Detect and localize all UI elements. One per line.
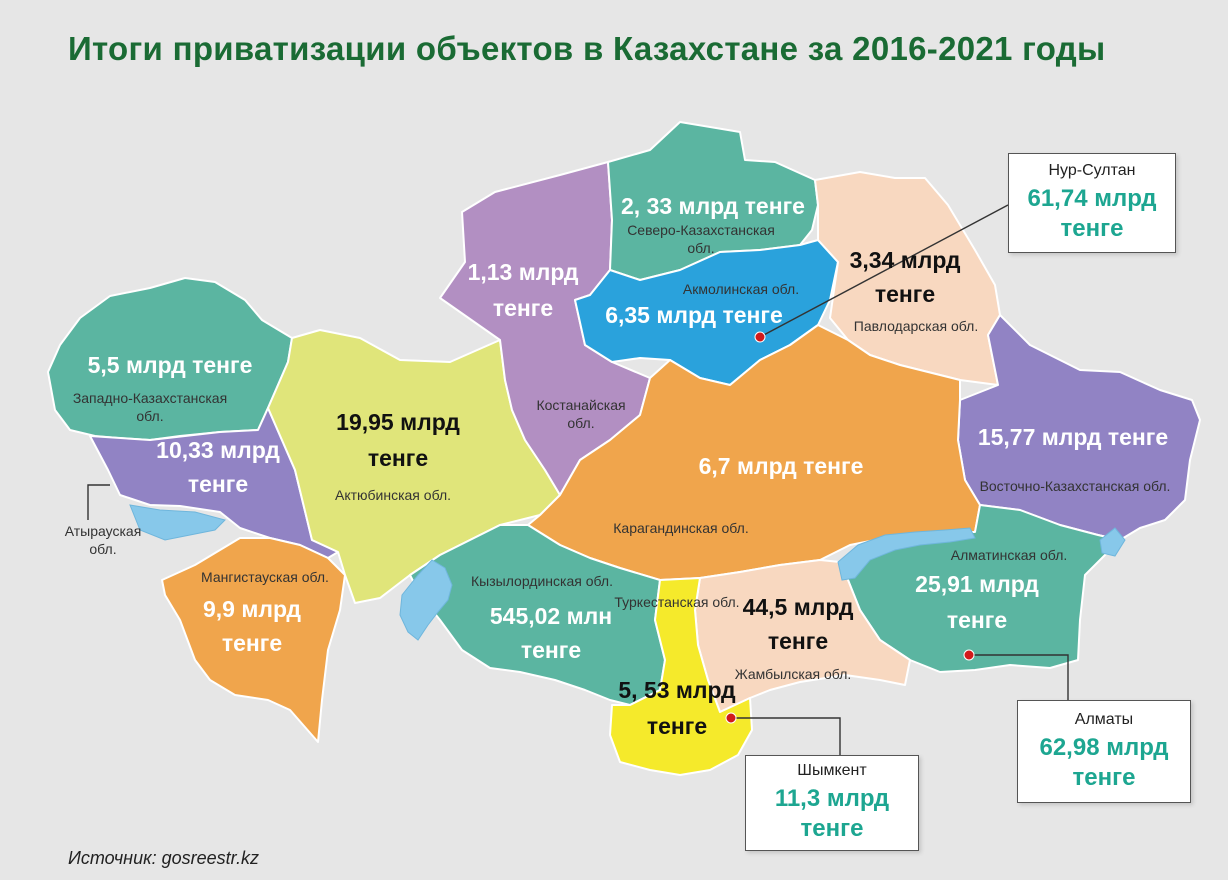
west-kz-value: 5,5 млрд тенге xyxy=(88,352,253,378)
kostanay-name-line1: Костанайская xyxy=(536,397,625,413)
shymkent-value-line2: тенге xyxy=(800,815,864,842)
map-title: Итоги приватизации объектов в Казахстане… xyxy=(68,30,1106,67)
shymkent-name: Шымкент xyxy=(797,762,867,779)
kostanay-value-line1: 1,13 млрд xyxy=(468,259,579,285)
almaty-region-value-line2: тенге xyxy=(947,607,1007,633)
karaganda-value: 6,7 млрд тенге xyxy=(699,453,864,479)
zhambyl-value-line2: тенге xyxy=(768,628,828,654)
mangystau-value-line1: 9,9 млрд xyxy=(203,596,301,622)
shymkent-dot xyxy=(725,712,737,724)
west-kz-name-line2: обл. xyxy=(136,408,163,424)
almaty-region-value-line1: 25,91 млрд xyxy=(915,571,1039,597)
nur-sultan-dot xyxy=(754,331,766,343)
almaty-city-value-line2: тенге xyxy=(1072,764,1136,791)
pavlodar-name: Павлодарская обл. xyxy=(854,318,978,334)
atyrau-value-line2: тенге xyxy=(188,471,248,497)
north-kz-name-line2: обл. xyxy=(687,240,714,256)
akmola-value: 6,35 млрд тенге xyxy=(605,302,783,328)
aktobe-value-line2: тенге xyxy=(368,445,428,471)
north-kz-value: 2, 33 млрд тенге xyxy=(621,193,805,219)
pavlodar-value-line1: 3,34 млрд xyxy=(850,247,961,273)
atyrau-name-line2: обл. xyxy=(89,541,116,557)
karaganda-name: Карагандинская обл. xyxy=(613,520,748,536)
kostanay-value-line2: тенге xyxy=(493,295,553,321)
west-kz-name-line1: Западно-Казахстанская xyxy=(73,390,227,406)
almaty-dot xyxy=(963,649,975,661)
east-kz-name: Восточно-Казахстанская обл. xyxy=(980,478,1171,494)
atyrau-name-line1: Атырауская xyxy=(65,523,142,539)
nur-sultan-leader-line xyxy=(759,204,1009,338)
aktobe-name: Актюбинская обл. xyxy=(335,487,451,503)
atyrau-value-line1: 10,33 млрд xyxy=(156,437,280,463)
almaty-city-value-line1: 62,98 млрд xyxy=(1039,734,1169,761)
nur-sultan-value-line2: тенге xyxy=(1060,215,1124,242)
mangystau-name: Мангистауская обл. xyxy=(201,569,329,585)
kyzylorda-value-line1: 545,02 млн xyxy=(490,603,612,629)
region-turkestan[interactable] xyxy=(609,577,753,776)
lake-alakol xyxy=(1099,527,1126,557)
turkestan-value-line1: 5, 53 млрд xyxy=(618,677,736,703)
almaty-leader-line xyxy=(969,654,1069,700)
turkestan-name: Туркестанская обл. xyxy=(614,594,739,610)
lake-caspian-coast xyxy=(129,504,226,541)
nur-sultan-value-line1: 61,74 млрд xyxy=(1027,185,1157,212)
shymkent-value-line1: 11,3 млрд xyxy=(774,785,890,812)
east-kz-value: 15,77 млрд тенге xyxy=(978,424,1168,450)
callout-almaty: Алматы 62,98 млрд тенге xyxy=(1017,700,1191,803)
zhambyl-value-line1: 44,5 млрд xyxy=(743,594,854,620)
region-mangystau[interactable] xyxy=(161,537,346,743)
nur-sultan-name: Нур-Султан xyxy=(1048,162,1136,179)
zhambyl-name: Жамбылская обл. xyxy=(735,666,852,682)
pavlodar-value-line2: тенге xyxy=(875,281,935,307)
almaty-region-name: Алматинская обл. xyxy=(951,547,1068,563)
callout-nur-sultan: Нур-Султан 61,74 млрд тенге xyxy=(1008,153,1176,253)
north-kz-name-line1: Северо-Казахстанская xyxy=(627,222,775,238)
almaty-city-name: Алматы xyxy=(1074,711,1134,728)
atyrau-leader-line xyxy=(87,484,110,520)
kostanay-name-line2: обл. xyxy=(567,415,594,431)
mangystau-value-line2: тенге xyxy=(222,630,282,656)
shymkent-leader-line xyxy=(731,717,841,755)
akmola-name: Акмолинская обл. xyxy=(683,281,799,297)
lake-aral-sea xyxy=(399,559,453,641)
turkestan-value-line2: тенге xyxy=(647,713,707,739)
kyzylorda-value-line2: тенге xyxy=(521,637,581,663)
aktobe-value-line1: 19,95 млрд xyxy=(336,409,460,435)
callout-shymkent: Шымкент 11,3 млрд тенге xyxy=(745,755,919,851)
source-note: Источник: gosreestr.kz xyxy=(68,848,259,868)
lake-balkhash xyxy=(837,527,976,581)
kyzylorda-name: Кызылординская обл. xyxy=(471,573,613,589)
